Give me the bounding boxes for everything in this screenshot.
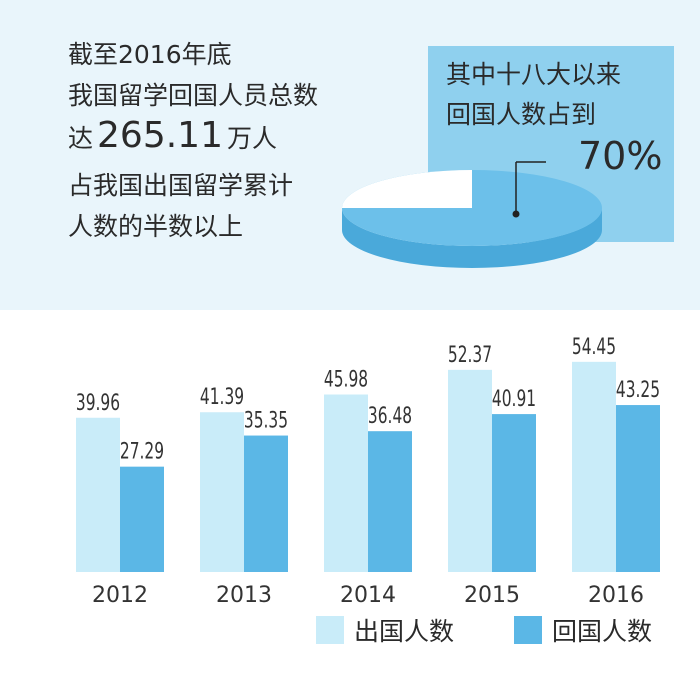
legend-swatch-returned xyxy=(514,616,542,644)
bar-returned-2013 xyxy=(244,435,288,572)
label-outbound-2016: 54.45 xyxy=(572,334,616,360)
label-outbound-2015: 52.37 xyxy=(448,342,492,368)
header-line-4: 占我国出国留学累计 xyxy=(68,171,294,200)
label-returned-2013: 35.35 xyxy=(244,407,288,433)
bar-returned-2016 xyxy=(616,405,660,572)
label-outbound-2013: 41.39 xyxy=(200,384,244,410)
pie-pointer-dot xyxy=(512,210,520,218)
label-returned-2015: 40.91 xyxy=(492,386,536,412)
x-tick-2016: 2016 xyxy=(588,583,644,608)
bar-outbound-2015 xyxy=(448,369,492,572)
x-tick-2012: 2012 xyxy=(92,583,148,608)
bar-returned-2012 xyxy=(120,466,164,572)
legend-label-returned: 回国人数 xyxy=(552,617,653,646)
highlight-percent: 70% xyxy=(578,134,663,178)
header-line-2: 我国留学回国人员总数 xyxy=(68,81,319,110)
x-tick-2015: 2015 xyxy=(464,583,520,608)
x-tick-2013: 2013 xyxy=(216,583,272,608)
pie-slice-other xyxy=(342,170,472,208)
label-returned-2014: 36.48 xyxy=(368,403,412,429)
pie-side xyxy=(342,208,602,268)
legend-item-returned: 回国人数 xyxy=(514,612,652,648)
label-outbound-2012: 39.96 xyxy=(76,390,120,416)
label-returned-2016: 43.25 xyxy=(616,377,660,403)
bar-returned-2014 xyxy=(368,431,412,572)
header-line-1: 截至2016年底 xyxy=(68,40,232,69)
bar-outbound-2012 xyxy=(76,417,120,572)
legend-item-outbound: 出国人数 xyxy=(316,612,454,648)
highlight-line-2: 回国人数占到 xyxy=(446,100,597,129)
bar-returned-2015 xyxy=(492,414,536,572)
legend-label-outbound: 出国人数 xyxy=(354,617,455,646)
bar-outbound-2013 xyxy=(200,412,244,572)
highlight-line-1: 其中十八大以来 xyxy=(446,60,622,89)
pie-chart xyxy=(342,161,602,268)
header-line-3-pre: 达 xyxy=(68,124,94,153)
label-outbound-2014: 45.98 xyxy=(324,366,368,392)
bar-outbound-2014 xyxy=(324,394,368,572)
bar-outbound-2016 xyxy=(572,361,616,572)
x-tick-2014: 2014 xyxy=(340,583,396,608)
legend-swatch-outbound xyxy=(316,616,344,644)
header-line-5: 人数的半数以上 xyxy=(68,212,244,241)
label-returned-2012: 27.29 xyxy=(120,439,164,465)
header-line-3: 达 265.11 万人 xyxy=(68,118,277,154)
total-returnees-number: 265.11 xyxy=(97,115,223,156)
header-line-3-unit: 万人 xyxy=(226,124,277,153)
